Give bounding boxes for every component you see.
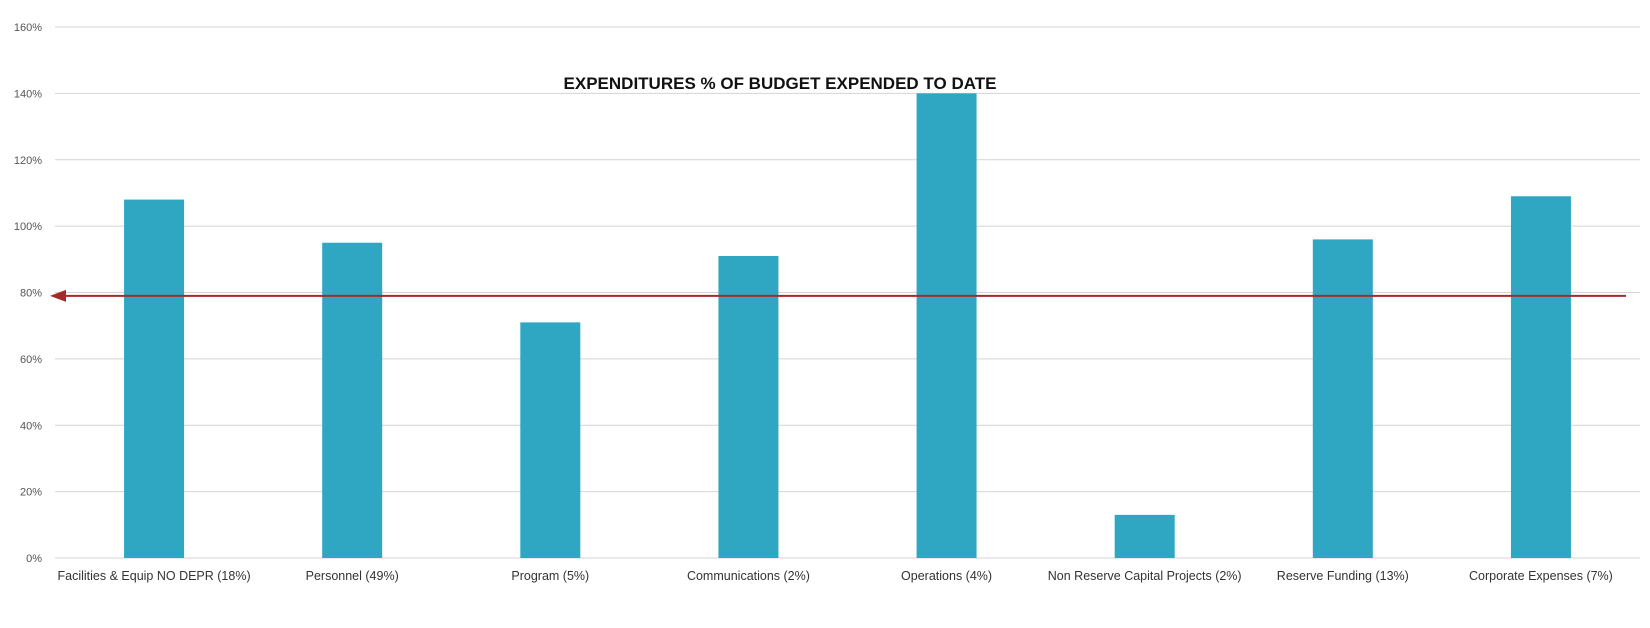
y-tick-label: 120% xyxy=(14,155,42,167)
x-category-label: Communications (2%) xyxy=(687,569,810,583)
x-axis-labels: Facilities & Equip NO DEPR (18%) Personne… xyxy=(58,569,1613,583)
y-tick-label: 20% xyxy=(20,487,42,499)
x-category-label: Program (5%) xyxy=(511,569,589,583)
bars xyxy=(124,93,1571,558)
grid-layer xyxy=(55,26,1640,559)
y-tick-label: 100% xyxy=(14,221,42,233)
bar xyxy=(916,93,977,558)
bar xyxy=(520,322,581,558)
bar xyxy=(1312,239,1373,558)
bar xyxy=(322,242,383,558)
chart-title: EXPENDITURES % OF BUDGET EXPENDED TO DAT… xyxy=(564,74,997,93)
bar xyxy=(1114,514,1175,558)
y-tick-label: 0% xyxy=(26,553,42,565)
reference-arrow-head xyxy=(50,289,66,302)
x-category-label: Non Reserve Capital Projects (2%) xyxy=(1048,569,1242,583)
y-tick-label: 160% xyxy=(14,22,42,34)
x-category-label: Reserve Funding (13%) xyxy=(1277,569,1409,583)
bar xyxy=(1510,196,1571,558)
bar xyxy=(124,199,185,558)
y-tick-label: 40% xyxy=(20,420,42,432)
y-tick-label: 80% xyxy=(20,288,42,300)
x-category-label: Facilities & Equip NO DEPR (18%) xyxy=(58,569,251,583)
reference-line-layer xyxy=(50,289,1626,302)
y-axis-ticks: 0% 20% 40% 60% 80% 100% 120% 140% 160% xyxy=(14,22,42,565)
x-category-label: Personnel (49%) xyxy=(306,569,399,583)
x-category-label: Operations (4%) xyxy=(901,569,992,583)
y-tick-label: 140% xyxy=(14,88,42,100)
bar xyxy=(718,255,779,558)
y-tick-label: 60% xyxy=(20,354,42,366)
x-category-label: Corporate Expenses (7%) xyxy=(1469,569,1613,583)
